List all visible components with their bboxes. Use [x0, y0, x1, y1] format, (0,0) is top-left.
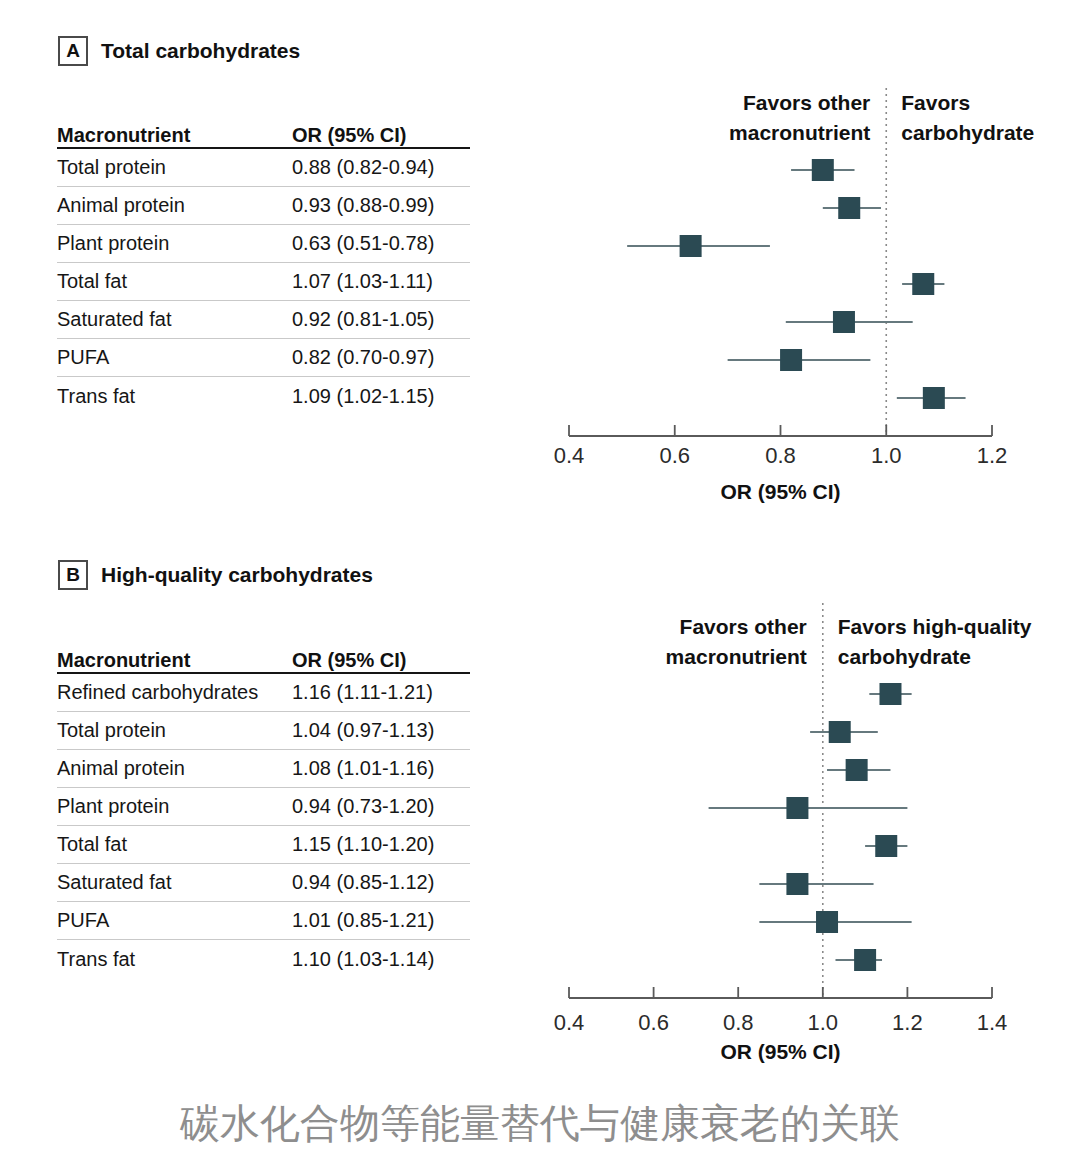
or-ci-cell: 0.92 (0.81-1.05) — [292, 308, 470, 331]
x-axis-tick-label: 1.0 — [871, 443, 902, 468]
macronutrient-cell: Refined carbohydrates — [57, 681, 292, 704]
macronutrient-cell: PUFA — [57, 909, 292, 932]
macronutrient-cell: Saturated fat — [57, 308, 292, 331]
favors-right-label: carbohydrate — [901, 121, 1034, 144]
x-axis-tick-label: 0.4 — [554, 443, 585, 468]
or-ci-column-header: OR (95% CI) — [292, 124, 470, 147]
macronutrient-column-header: Macronutrient — [57, 649, 292, 672]
table-row: Total fat1.15 (1.10-1.20) — [57, 826, 470, 864]
or-marker — [816, 911, 838, 933]
or-marker — [846, 759, 868, 781]
favors-right-label: Favors — [901, 91, 970, 114]
or-ci-column-header: OR (95% CI) — [292, 649, 470, 672]
figure-caption: 碳水化合物等能量替代与健康衰老的关联 — [0, 1096, 1080, 1151]
table-row: PUFA1.01 (0.85-1.21) — [57, 902, 470, 940]
panel-a-table: MacronutrientOR (95% CI)Total protein0.8… — [57, 118, 470, 415]
or-ci-cell: 1.07 (1.03-1.11) — [292, 270, 470, 293]
panel-a-forest-plot: 0.4 0.6 0.8 1.0 1.2 OR (95% CI) Favors other ma… — [540, 80, 1080, 510]
macronutrient-cell: Animal protein — [57, 194, 292, 217]
macronutrient-cell: PUFA — [57, 346, 292, 369]
macronutrient-cell: Saturated fat — [57, 871, 292, 894]
panel-b-label: B — [58, 560, 88, 590]
or-ci-cell: 1.10 (1.03-1.14) — [292, 948, 470, 971]
macronutrient-cell: Total protein — [57, 719, 292, 742]
or-marker — [786, 797, 808, 819]
table-row: Refined carbohydrates1.16 (1.11-1.21) — [57, 674, 470, 712]
panel-b-title: High-quality carbohydrates — [101, 560, 373, 590]
macronutrient-cell: Plant protein — [57, 232, 292, 255]
or-marker — [833, 311, 855, 333]
x-axis-tick-label: 1.4 — [977, 1010, 1008, 1035]
table-header-row: MacronutrientOR (95% CI) — [57, 643, 470, 674]
figure: A Total carbohydrates MacronutrientOR (9… — [0, 0, 1080, 1164]
table-header-row: MacronutrientOR (95% CI) — [57, 118, 470, 149]
macronutrient-cell: Animal protein — [57, 757, 292, 780]
x-axis-tick-label: 0.6 — [638, 1010, 669, 1035]
favors-left-label: macronutrient — [666, 645, 807, 668]
or-marker — [923, 387, 945, 409]
or-ci-cell: 1.16 (1.11-1.21) — [292, 681, 470, 704]
x-axis-tick-label: 0.6 — [659, 443, 690, 468]
x-axis-tick-label: 1.2 — [892, 1010, 923, 1035]
or-ci-cell: 0.93 (0.88-0.99) — [292, 194, 470, 217]
panel-b-table: MacronutrientOR (95% CI)Refined carbohyd… — [57, 643, 470, 978]
favors-left-label: Favors other — [680, 615, 807, 638]
or-ci-cell: 0.94 (0.85-1.12) — [292, 871, 470, 894]
x-axis-tick-label: 0.8 — [765, 443, 796, 468]
table-row: Animal protein0.93 (0.88-0.99) — [57, 187, 470, 225]
table-row: Saturated fat0.92 (0.81-1.05) — [57, 301, 470, 339]
table-row: Plant protein0.63 (0.51-0.78) — [57, 225, 470, 263]
or-ci-cell: 1.08 (1.01-1.16) — [292, 757, 470, 780]
favors-left-label: macronutrient — [729, 121, 870, 144]
or-ci-cell: 1.04 (0.97-1.13) — [292, 719, 470, 742]
or-marker — [912, 273, 934, 295]
panel-a-title: Total carbohydrates — [101, 36, 300, 66]
or-marker — [812, 159, 834, 181]
table-row: Total protein1.04 (0.97-1.13) — [57, 712, 470, 750]
or-marker — [680, 235, 702, 257]
macronutrient-cell: Trans fat — [57, 948, 292, 971]
table-row: Animal protein1.08 (1.01-1.16) — [57, 750, 470, 788]
macronutrient-column-header: Macronutrient — [57, 124, 292, 147]
or-marker — [854, 949, 876, 971]
x-axis-tick-label: 1.2 — [977, 443, 1008, 468]
x-axis-tick-label: 0.4 — [554, 1010, 585, 1035]
x-axis-tick-label: 0.8 — [723, 1010, 754, 1035]
or-marker — [875, 835, 897, 857]
table-row: Total fat1.07 (1.03-1.11) — [57, 263, 470, 301]
or-ci-cell: 1.15 (1.10-1.20) — [292, 833, 470, 856]
table-row: Saturated fat0.94 (0.85-1.12) — [57, 864, 470, 902]
or-marker — [780, 349, 802, 371]
macronutrient-cell: Total fat — [57, 270, 292, 293]
or-ci-cell: 1.01 (0.85-1.21) — [292, 909, 470, 932]
x-axis-tick-label: 1.0 — [808, 1010, 839, 1035]
table-row: Plant protein0.94 (0.73-1.20) — [57, 788, 470, 826]
or-marker — [838, 197, 860, 219]
or-ci-cell: 0.94 (0.73-1.20) — [292, 795, 470, 818]
x-axis-title: OR (95% CI) — [720, 480, 840, 503]
favors-left-label: Favors other — [743, 91, 870, 114]
favors-right-label: carbohydrate — [838, 645, 971, 668]
x-axis-title: OR (95% CI) — [720, 1040, 840, 1063]
table-row: PUFA0.82 (0.70-0.97) — [57, 339, 470, 377]
panel-b-forest-plot: 0.4 0.6 0.8 1.0 1.2 1.4 OR (95% CI) Favors othe… — [540, 600, 1080, 1080]
or-ci-cell: 0.82 (0.70-0.97) — [292, 346, 470, 369]
or-ci-cell: 0.88 (0.82-0.94) — [292, 156, 470, 179]
macronutrient-cell: Total protein — [57, 156, 292, 179]
or-marker — [786, 873, 808, 895]
macronutrient-cell: Total fat — [57, 833, 292, 856]
macronutrient-cell: Trans fat — [57, 385, 292, 408]
table-row: Total protein0.88 (0.82-0.94) — [57, 149, 470, 187]
or-marker — [879, 683, 901, 705]
table-row: Trans fat1.10 (1.03-1.14) — [57, 940, 470, 978]
or-ci-cell: 1.09 (1.02-1.15) — [292, 385, 470, 408]
macronutrient-cell: Plant protein — [57, 795, 292, 818]
favors-right-label: Favors high-quality — [838, 615, 1032, 638]
panel-a-label: A — [58, 36, 88, 66]
table-row: Trans fat1.09 (1.02-1.15) — [57, 377, 470, 415]
or-ci-cell: 0.63 (0.51-0.78) — [292, 232, 470, 255]
or-marker — [829, 721, 851, 743]
